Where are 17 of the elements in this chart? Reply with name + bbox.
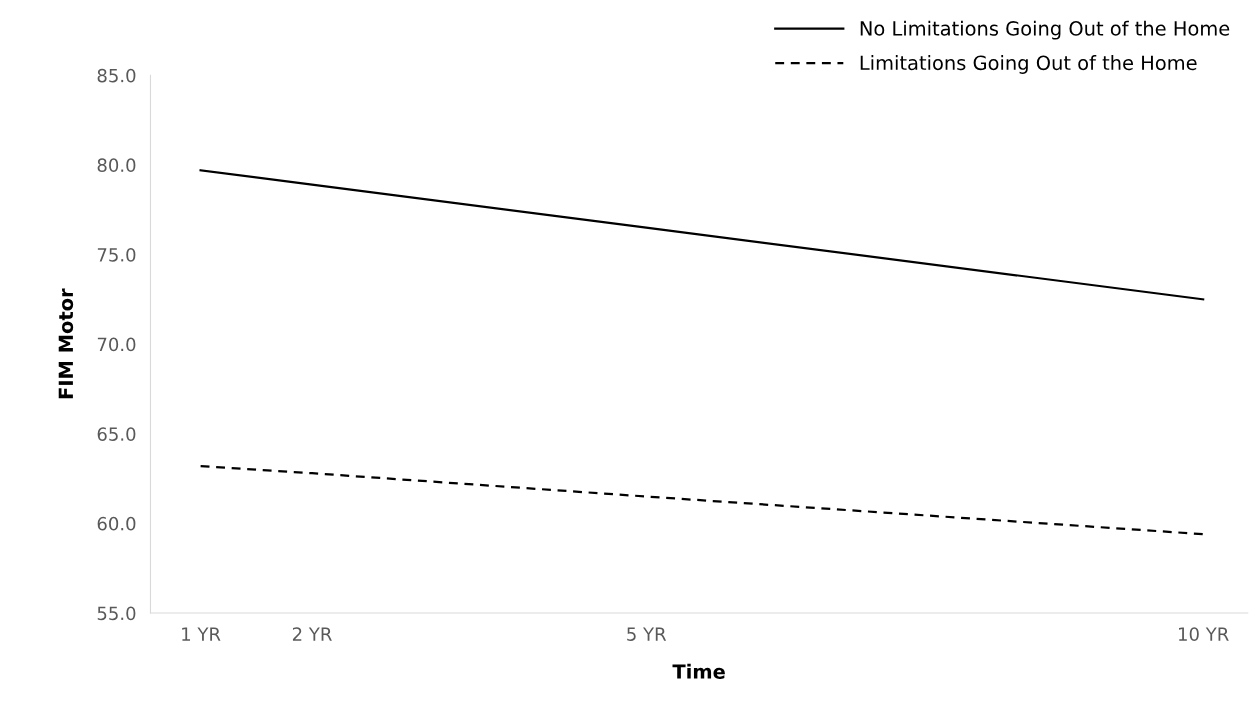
x-tick-label: 10 YR: [1179, 627, 1229, 641]
y-tick-label: 75.0: [97, 247, 136, 262]
line-series: [199, 464, 1205, 536]
x-tick-label: 5 YR: [627, 627, 667, 641]
line-series: [199, 169, 1205, 301]
y-tick-label: 55.0: [97, 606, 136, 621]
y-tick-label: 65.0: [97, 427, 136, 441]
y-tick-label: 85.0: [97, 68, 136, 83]
y-tick-label: 60.0: [97, 516, 136, 531]
y-tick-label: 70.0: [97, 337, 136, 352]
y-axis-title: FIM Motor: [58, 288, 74, 399]
y-tick-label: 80.0: [97, 158, 136, 173]
x-tick-label: 1 YR: [182, 627, 221, 641]
legend-label: No Limitations Going Out of the Home: [860, 20, 1230, 40]
x-tick-label: 2 YR: [292, 627, 332, 641]
legend-label: Limitations Going Out of the Home: [860, 55, 1197, 74]
x-axis-title: Time: [672, 663, 725, 679]
